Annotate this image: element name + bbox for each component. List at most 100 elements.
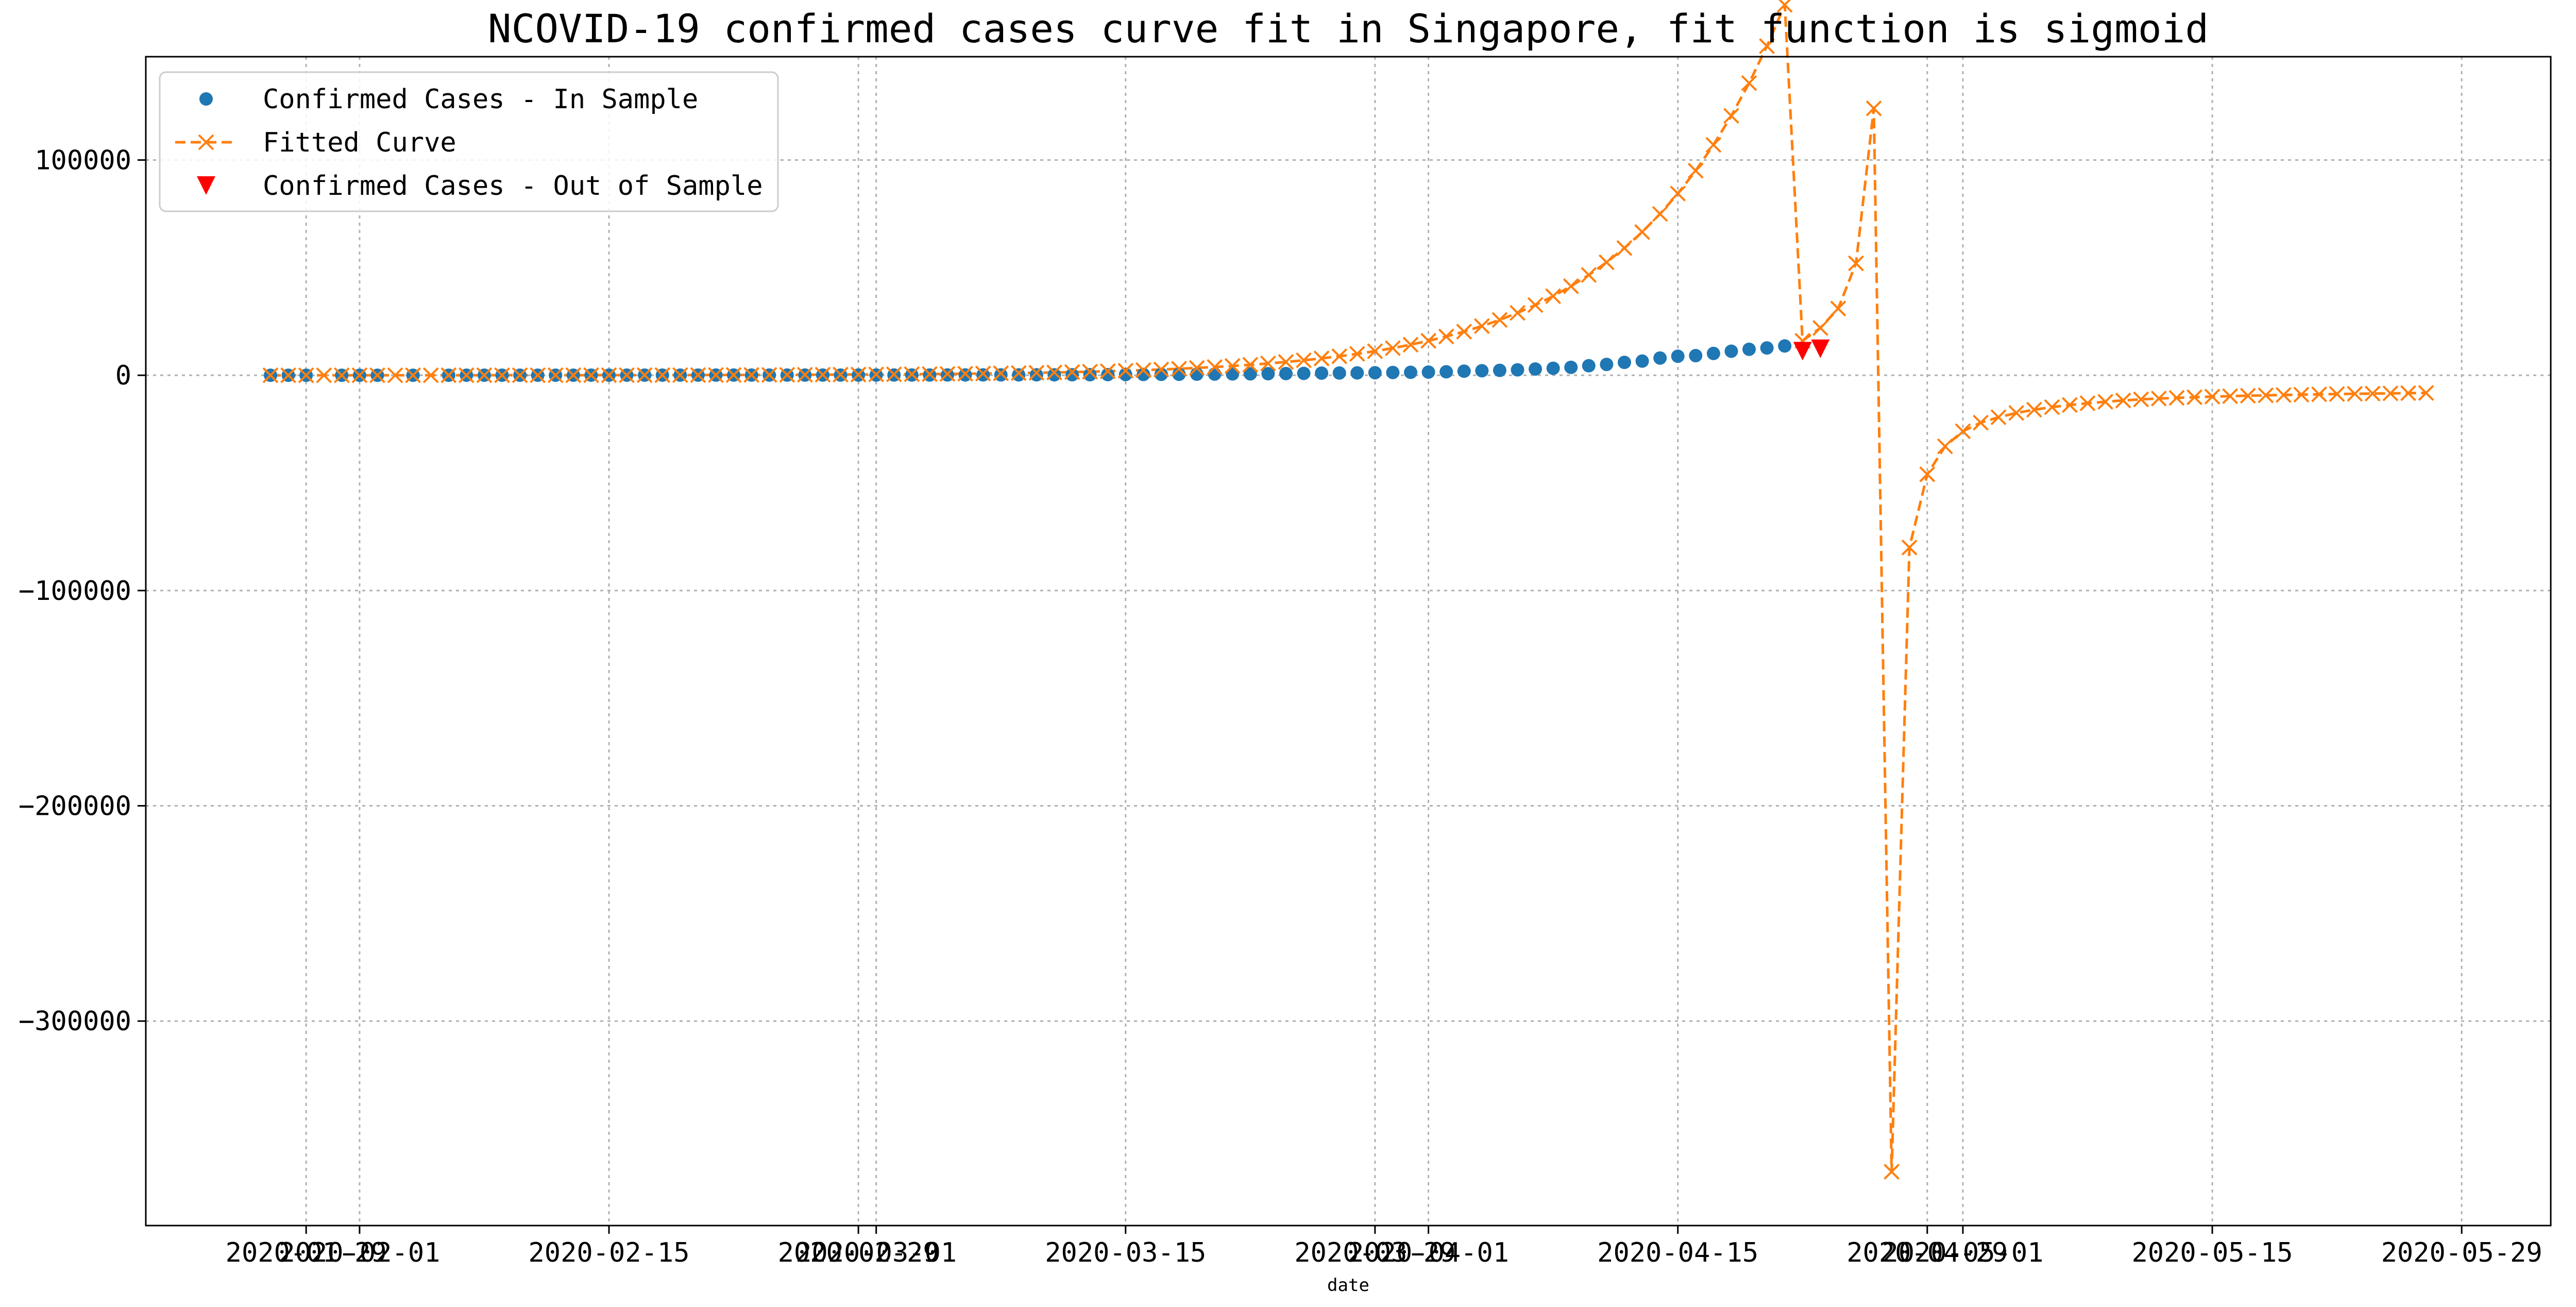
fitted-curve-marker	[708, 367, 724, 383]
fitted-curve-marker	[1723, 108, 1739, 124]
out-of-sample-point	[1793, 342, 1812, 361]
in-sample-point	[1475, 364, 1489, 378]
in-sample-point	[1047, 368, 1061, 382]
x-tick-label: 2020-05-01	[1882, 1237, 2043, 1268]
in-sample-point	[1243, 367, 1257, 381]
fitted-curve-marker	[725, 367, 742, 383]
in-sample-point	[1279, 366, 1293, 380]
x-tick-label: 2020-03-15	[1045, 1237, 1206, 1268]
fitted-curve-marker	[494, 367, 510, 383]
fitted-curve-marker	[1010, 365, 1027, 381]
y-tick-label: −100000	[19, 576, 131, 607]
in-sample-point	[1564, 360, 1578, 374]
fitted-curve-marker	[779, 366, 795, 383]
in-sample-point	[1315, 366, 1329, 380]
fitted-curve-marker	[512, 367, 528, 383]
fitted-curve-marker	[1955, 423, 1971, 440]
fitted-curve-marker	[1545, 288, 1562, 305]
in-sample-point	[1546, 361, 1560, 375]
in-sample-point	[1706, 346, 1720, 360]
fitted-curve-marker	[2026, 401, 2042, 418]
fitted-curve-marker	[2240, 388, 2256, 404]
fitted-curve-marker	[316, 367, 332, 383]
fitted-curve-marker	[2168, 390, 2185, 406]
fitted-curve-marker	[2347, 386, 2363, 402]
fitted-curve-marker	[1385, 340, 1401, 356]
fitted-curve-marker	[690, 367, 706, 383]
fitted-curve-marker	[2061, 397, 2078, 413]
fitted-curve-marker	[405, 367, 421, 383]
fitted-curve-marker	[1616, 240, 1633, 256]
fitted-curve-marker	[1189, 360, 1205, 376]
fitted-curve-marker	[2044, 399, 2060, 415]
legend-entry-label: Confirmed Cases - Out of Sample	[263, 171, 763, 202]
fitted-curve-marker	[601, 367, 617, 383]
fitted-curve-marker	[1581, 267, 1597, 283]
fitted-curve-marker	[1278, 354, 1294, 370]
fitted-curve-marker	[458, 367, 474, 383]
fitted-curve-marker	[2133, 391, 2149, 408]
fitted-curve-marker	[440, 367, 457, 383]
out-of-sample-point	[1811, 339, 1830, 358]
x-tick-label: 2020-03-29	[1294, 1237, 1455, 1268]
fitted-curve-marker	[619, 367, 635, 383]
fitted-curve-marker	[547, 367, 564, 383]
fitted-curve-marker	[939, 366, 956, 382]
fitted-curve-marker	[2187, 389, 2202, 406]
y-tick-label: −200000	[19, 791, 131, 822]
fitted-curve-marker	[1456, 324, 1472, 340]
fitted-curve-marker	[886, 366, 902, 382]
in-sample-point	[994, 368, 1008, 382]
fitted-curve-marker	[1901, 539, 1918, 556]
fitted-curve-marker	[636, 367, 653, 383]
fitted-curve-marker	[1670, 186, 1686, 202]
in-sample-point	[1778, 339, 1792, 353]
fitted-curve-marker	[1313, 350, 1330, 366]
in-sample-point	[1029, 368, 1043, 382]
x-tick-label: 2020-02-29	[778, 1237, 939, 1268]
fitted-curve-marker	[1884, 1164, 1900, 1180]
fitted-curve-marker	[2400, 385, 2416, 401]
in-sample-point	[1617, 356, 1631, 370]
fitted-curve-marker	[2115, 392, 2131, 409]
fitted-curve-marker	[369, 367, 385, 383]
in-sample-point	[1600, 358, 1614, 372]
fitted-curve-marker	[565, 367, 582, 383]
fitted-curve-marker	[2258, 387, 2274, 404]
fitted-curve-marker	[1812, 320, 1828, 336]
fitted-curve-marker	[975, 365, 991, 382]
fitted-curve-marker	[1973, 414, 1989, 431]
legend-marker-dot	[199, 92, 213, 106]
in-sample-point	[1297, 366, 1311, 380]
x-tick-label: 2020-02-01	[279, 1237, 440, 1268]
fitted-curve-marker	[1866, 100, 1882, 116]
fitted-curve-marker	[1759, 38, 1775, 54]
fitted-curve-marker	[654, 367, 671, 383]
y-tick-label: −300000	[19, 1006, 131, 1037]
fitted-curve-marker	[1420, 332, 1437, 349]
fitted-curve-marker	[904, 366, 920, 382]
fitted-curve-marker	[1260, 355, 1276, 372]
x-axis-label: date	[1327, 1275, 1369, 1296]
x-tick-label: 2020-04-29	[1846, 1237, 2008, 1268]
fitted-curve-marker	[583, 367, 599, 383]
fitted-curve-marker	[280, 367, 297, 383]
x-tick-label: 2020-04-15	[1597, 1237, 1758, 1268]
y-axis-ticks: 100000 0 −100000 −200000 −300000	[19, 145, 146, 1037]
fitted-curve-marker	[1634, 224, 1650, 240]
y-tick-label: 0	[115, 360, 131, 391]
in-sample-point	[1439, 365, 1453, 379]
fitted-curve-marker	[2293, 387, 2310, 403]
in-sample-point	[1012, 368, 1026, 382]
fitted-curve-marker	[1919, 466, 1936, 482]
fitted-curve-marker	[1492, 312, 1508, 328]
in-sample-point	[1689, 349, 1703, 363]
fitted-curve-marker	[2222, 388, 2239, 405]
fitted-curve-marker	[1687, 162, 1704, 179]
fitted-curve-marker	[1135, 362, 1151, 378]
fitted-curve-marker	[1296, 352, 1312, 368]
fitted-curve-marker	[1367, 343, 1383, 359]
fitted-curve-marker	[922, 366, 938, 382]
in-sample-point	[1137, 367, 1150, 381]
fitted-curve-marker	[1598, 254, 1615, 271]
